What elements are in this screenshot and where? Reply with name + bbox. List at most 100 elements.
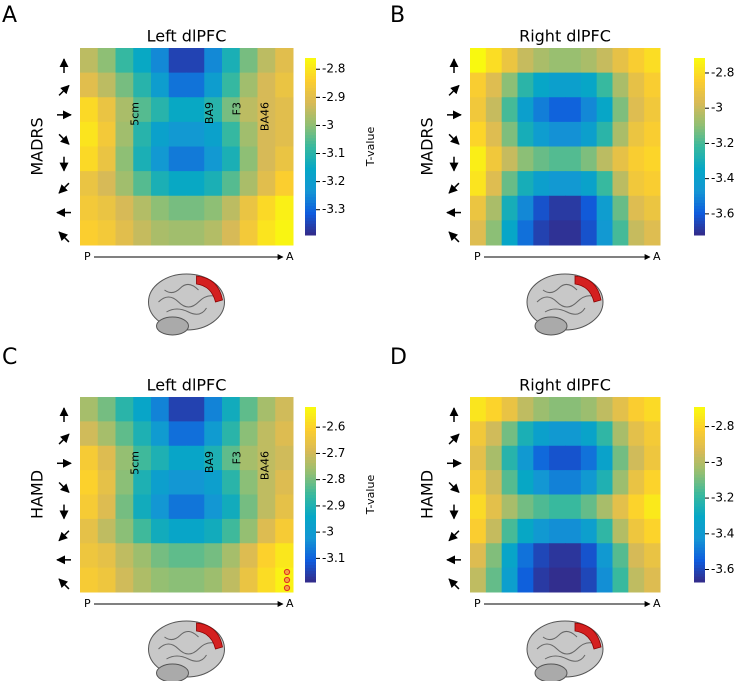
colorbar-step [694, 78, 705, 83]
heatmap-cell [533, 543, 550, 569]
colorbar-step [694, 541, 705, 545]
heatmap-cell [204, 72, 223, 98]
heatmap-cell [257, 97, 276, 123]
heatmap-cell [628, 567, 645, 593]
colorbar-step [694, 152, 705, 156]
colorbar-step [694, 229, 705, 233]
heatmap-cell [257, 72, 276, 98]
colorbar-step [305, 131, 316, 136]
region-annotation: 5cm [128, 451, 141, 475]
colorbar-step [305, 549, 316, 554]
heatmap-cell [517, 543, 534, 569]
heatmap-cell [612, 195, 629, 221]
colorbar-step [694, 72, 705, 77]
heatmap-cell [222, 397, 241, 422]
heatmap-cell [580, 171, 598, 197]
colorbar-step [694, 576, 705, 580]
heatmap-cell [596, 397, 613, 422]
colorbar-step [305, 497, 316, 501]
heatmap-cell [501, 567, 518, 593]
direction-arrow [448, 182, 460, 194]
colorbar-step [694, 427, 705, 431]
colorbar-step [694, 517, 705, 522]
colorbar-step [305, 500, 316, 504]
heatmap-cell [628, 171, 645, 197]
heatmap-cell [115, 146, 134, 172]
heatmap-cell [257, 421, 276, 447]
colorbar-step [694, 415, 705, 420]
brain-cerebellum [156, 663, 189, 683]
heatmap-cell [470, 48, 487, 74]
colorbar-step [305, 190, 316, 195]
heatmap-cell [275, 421, 294, 447]
heatmap-cell [470, 121, 487, 147]
heatmap-cell [628, 195, 645, 221]
heatmap-cell [97, 397, 116, 422]
heatmap-cell [204, 48, 223, 74]
heatmap-cell [644, 518, 661, 544]
heatmap-cell [501, 397, 518, 422]
colorbar-step [694, 217, 705, 221]
colorbar-step [694, 494, 705, 498]
colorbar-tick-label: -2.8 [711, 65, 734, 79]
heatmap-cell [628, 121, 645, 147]
colorbar-step [305, 544, 316, 548]
heatmap-cell [501, 171, 518, 197]
heatmap-cell [115, 195, 134, 221]
heatmap-cell [565, 494, 582, 520]
colorbar-step [305, 523, 316, 528]
colorbar-step [305, 211, 316, 215]
heatmap-cell [612, 397, 629, 422]
colorbar-step [305, 482, 316, 487]
colorbar-step [694, 214, 705, 218]
heatmap-cell [168, 397, 187, 422]
heatmap-cell [275, 97, 294, 123]
colorbar-step [305, 202, 316, 206]
colorbar-step [694, 514, 705, 519]
panel-label: B [390, 3, 405, 28]
brain-sulci [158, 631, 219, 662]
heatmap-cell [186, 543, 205, 569]
colorbar-step [305, 66, 316, 71]
heatmap-cell [517, 421, 534, 447]
colorbar-step [305, 90, 316, 94]
heatmap-cell [275, 48, 294, 74]
colorbar-step [694, 506, 705, 510]
heatmap-cell [612, 567, 629, 593]
heatmap-cell [628, 445, 645, 471]
heatmap-cell [115, 121, 134, 147]
heatmap-cell [517, 146, 534, 172]
heatmap-cell [222, 48, 241, 74]
heatmap-cell [80, 470, 99, 495]
heatmap-cell [565, 146, 582, 172]
colorbar-step [694, 117, 705, 121]
heatmap-cell [612, 518, 629, 544]
colorbar-tick-label: -2.8 [322, 472, 345, 486]
heatmap-cell [628, 220, 645, 246]
axis-end-label: A [286, 597, 294, 610]
heatmap-cell [151, 72, 170, 98]
heatmap-cell [133, 171, 152, 197]
colorbar-step [694, 544, 705, 548]
heatmap-cell [257, 518, 276, 544]
colorbar-step [694, 158, 705, 162]
heatmap-cell [596, 494, 613, 520]
heatmap-cell [533, 48, 550, 74]
colorbar-step [305, 520, 316, 525]
colorbar-step [694, 75, 705, 80]
heatmap-cell [549, 494, 566, 520]
heatmap-cell [204, 220, 223, 246]
heatmap-cell [485, 470, 503, 495]
heatmap-cell [151, 518, 170, 544]
heatmap-cell [580, 220, 598, 246]
colorbar-step [694, 433, 705, 437]
heatmap-cell [533, 97, 550, 123]
heatmap [80, 48, 294, 246]
colorbar-step [694, 190, 705, 195]
heatmap-cell [80, 171, 99, 197]
colorbar-step [305, 229, 316, 233]
colorbar-step [305, 114, 316, 118]
colorbar-step [305, 140, 316, 145]
colorbar-step [694, 430, 705, 434]
colorbar-step [305, 122, 316, 127]
